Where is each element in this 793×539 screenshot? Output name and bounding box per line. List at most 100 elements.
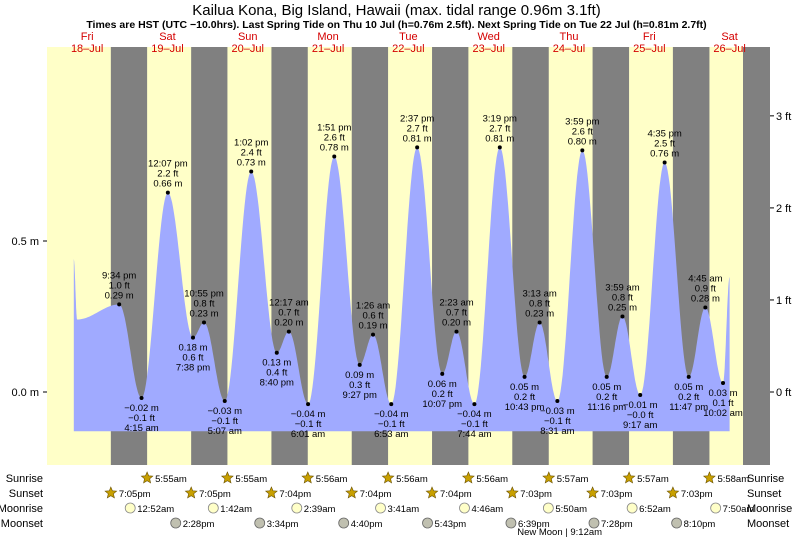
day-date: 19–Jul [151, 43, 183, 55]
row-label-right: Sunset [747, 488, 781, 500]
tide-label-m: 0.80 m [568, 136, 597, 147]
tide-point [222, 399, 227, 404]
tide-point [274, 350, 279, 355]
right-tick-label: 1 ft [776, 295, 791, 307]
sunset-icon [586, 486, 600, 499]
day-name: Mon [317, 31, 338, 43]
tide-label-m: 0.73 m [237, 158, 266, 169]
tide-label-m: −0.02 m [124, 403, 159, 414]
moonrise-icon [291, 502, 303, 514]
moonset-icon [170, 517, 182, 529]
tide-label-ft: 0.6 ft [182, 353, 203, 364]
sunrise-time: 5:55am [155, 474, 187, 485]
chart-subtitle: Times are HST (UTC −10.0hrs). Last Sprin… [86, 19, 707, 31]
tide-label-m: −0.01 m [623, 400, 658, 411]
moonset-icon [671, 517, 683, 529]
tide-point [604, 374, 609, 379]
tide-label-m: 0.25 m [608, 303, 637, 314]
tide-point [286, 329, 291, 334]
moonrise-icon [542, 502, 554, 514]
tide-label-m: 0.81 m [403, 133, 432, 144]
moonrise-time: 2:39am [304, 504, 336, 515]
tide-point [389, 402, 394, 407]
row-label-left: Moonrise [0, 503, 43, 515]
sunrise-time: 5:56am [396, 474, 428, 485]
tide-label-m: −0.04 m [291, 409, 326, 420]
tide-label-ft: 0.2 ft [514, 392, 535, 403]
day-date: 20–Jul [232, 43, 264, 55]
tide-point [165, 190, 170, 195]
day-date: 25–Jul [633, 43, 665, 55]
tide-label-time: 10:07 pm [422, 399, 462, 410]
tide-label-ft: 0.9 ft [695, 283, 716, 294]
tide-label-time: 3:59 am [605, 283, 639, 294]
tide-label-m: 0.76 m [650, 148, 679, 159]
tide-label-ft: 0.4 ft [266, 368, 287, 379]
right-tick-label: 2 ft [776, 203, 791, 215]
sunset-time: 7:03pm [520, 489, 552, 500]
tide-label-ft: −0.0 ft [627, 410, 654, 421]
tide-label-m: −0.03 m [540, 406, 575, 417]
tide-point [415, 145, 420, 150]
tide-point [620, 314, 625, 319]
tide-point [139, 396, 144, 401]
tide-point [555, 399, 560, 404]
tide-label-ft: 2.7 ft [489, 123, 510, 134]
row-label-right: Moonrise [747, 503, 792, 515]
tide-label-ft: 0.8 ft [529, 299, 550, 310]
row-label-left: Moonset [1, 518, 43, 530]
tide-point [703, 305, 708, 310]
tide-label-ft: 1.0 ft [109, 280, 130, 291]
tide-label-m: 0.05 m [510, 382, 539, 393]
tide-label-ft: 2.6 ft [324, 132, 345, 143]
sunrise-icon [542, 471, 556, 484]
tide-label-time: 11:16 pm [587, 402, 626, 413]
day-name: Sat [159, 31, 176, 43]
tide-label-time: 11:47 pm [669, 402, 708, 413]
tide-label-m: 0.28 m [691, 293, 720, 304]
tide-label-time: 4:15 am [124, 423, 158, 434]
row-label-right: Sunrise [747, 473, 784, 485]
day-name: Wed [477, 31, 499, 43]
row-label-right: Moonset [747, 518, 789, 530]
moonset-time: 2:28pm [183, 519, 215, 530]
tide-label-time: 4:45 am [688, 273, 722, 284]
sunrise-time: 5:55am [235, 474, 267, 485]
sunrise-time: 5:56am [476, 474, 508, 485]
sunrise-icon [622, 471, 636, 484]
moonrise-time: 1:42am [220, 504, 252, 515]
moonset-time: 8:10pm [684, 519, 716, 530]
row-label-left: Sunset [9, 488, 43, 500]
tide-label-ft: 2.6 ft [572, 126, 593, 137]
tide-label-m: −0.04 m [457, 409, 492, 420]
tide-series [73, 147, 730, 432]
tide-label-m: 0.78 m [320, 142, 349, 153]
day-date: 24–Jul [553, 43, 585, 55]
tide-label-ft: 0.6 ft [362, 311, 383, 322]
sunset-icon [184, 486, 198, 499]
tide-label-time: 8:40 pm [260, 378, 294, 389]
tide-label-m: 0.20 m [274, 318, 303, 329]
tide-label-ft: −0.1 ft [128, 413, 155, 424]
right-tick-label: 0 ft [776, 387, 791, 399]
day-name: Sun [238, 31, 258, 43]
tide-label-m: 0.06 m [428, 379, 457, 390]
tide-point [440, 371, 445, 376]
tide-label-time: 10:43 pm [505, 402, 545, 413]
tide-label-m: 0.09 m [345, 370, 374, 381]
tide-label-ft: 2.5 ft [654, 138, 675, 149]
moonset-time: 6:39pm [518, 519, 550, 530]
tide-point [580, 148, 585, 153]
tide-label-m: 0.18 m [178, 343, 207, 354]
day-name: Sat [721, 31, 738, 43]
tide-label-time: 7:44 am [457, 429, 491, 440]
left-tick-label: 0.5 m [11, 236, 39, 248]
sunrise-time: 5:57am [557, 474, 589, 485]
sunset-icon [666, 486, 680, 499]
tide-label-ft: 2.2 ft [157, 169, 178, 180]
moonrise-time: 4:46am [471, 504, 503, 515]
tide-label-m: 0.05 m [674, 382, 703, 393]
sunrise-icon [140, 471, 154, 484]
moonrise-time: 12:52am [137, 504, 174, 515]
